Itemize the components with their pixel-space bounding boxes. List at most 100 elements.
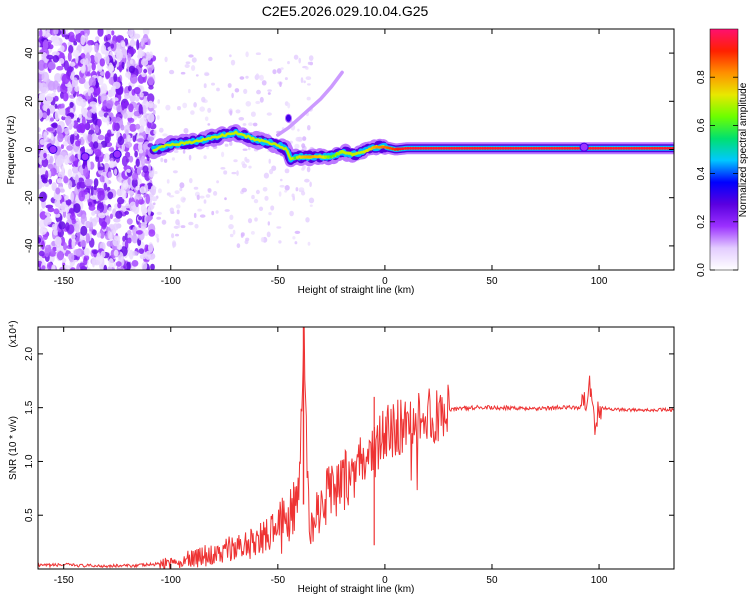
noise-speckle bbox=[106, 33, 112, 41]
spectral-ridge-core bbox=[308, 155, 312, 159]
noise-speckle bbox=[65, 222, 70, 231]
noise-speckle bbox=[93, 178, 99, 188]
noise-speckle bbox=[124, 141, 133, 148]
noise-speckle bbox=[266, 231, 271, 238]
noise-speckle bbox=[298, 187, 305, 193]
noise-speckle bbox=[230, 59, 236, 66]
noise-speckle bbox=[148, 170, 155, 178]
noise-speckle bbox=[80, 240, 87, 247]
spectrogram-x-tick-label: 100 bbox=[591, 276, 608, 287]
noise-speckle bbox=[104, 133, 111, 144]
noise-speckle bbox=[151, 196, 158, 202]
noise-speckle bbox=[148, 242, 154, 253]
noise-speckle bbox=[207, 188, 212, 193]
spectral-ridge-core bbox=[313, 155, 318, 159]
noise-speckle bbox=[174, 190, 180, 195]
noise-speckle bbox=[75, 96, 84, 107]
noise-speckle bbox=[64, 195, 69, 201]
noise-speckle bbox=[154, 171, 158, 175]
noise-speckle bbox=[109, 231, 113, 242]
noise-speckle bbox=[127, 51, 132, 62]
noise-speckle bbox=[136, 166, 141, 176]
noise-speckle bbox=[69, 213, 76, 221]
noise-speckle bbox=[204, 116, 209, 122]
noise-speckle bbox=[180, 225, 186, 229]
noise-speckle bbox=[113, 235, 121, 241]
noise-speckle bbox=[55, 187, 61, 195]
spectral-ridge-core bbox=[388, 146, 392, 150]
snr-panel: -150 -100 -50 0 50 100 0.5 1.0 1.5 2.0 Height of … bbox=[8, 320, 675, 595]
noise-speckle bbox=[157, 188, 162, 194]
noise-speckle bbox=[57, 171, 65, 178]
spectral-ridge-core bbox=[331, 154, 336, 158]
noise-speckle bbox=[90, 186, 94, 197]
noise-speckle bbox=[123, 112, 128, 119]
noise-speckle bbox=[43, 152, 47, 159]
noise-speckle bbox=[267, 221, 270, 226]
noise-speckle bbox=[128, 48, 136, 55]
noise-speckle bbox=[103, 153, 110, 163]
noise-speckle bbox=[153, 186, 157, 190]
noise-speckle bbox=[39, 29, 43, 38]
spectral-ridge-core bbox=[316, 155, 320, 159]
noise-speckle bbox=[233, 159, 238, 163]
noise-speckle bbox=[279, 81, 282, 88]
noise-speckle bbox=[66, 145, 73, 151]
noise-speckle bbox=[91, 249, 99, 255]
noise-speckle bbox=[121, 101, 125, 111]
noise-speckle bbox=[42, 177, 48, 184]
noise-speckle bbox=[229, 233, 234, 238]
snr-x-tick-label: 100 bbox=[591, 575, 608, 586]
noise-speckle bbox=[229, 141, 233, 146]
noise-speckle bbox=[42, 228, 48, 233]
noise-speckle bbox=[44, 244, 52, 253]
noise-speckle bbox=[65, 199, 72, 206]
noise-speckle bbox=[221, 151, 225, 158]
noise-speckle bbox=[172, 170, 178, 174]
noise-speckle bbox=[306, 96, 311, 101]
spectral-blob bbox=[579, 142, 589, 152]
noise-speckle bbox=[87, 160, 91, 171]
noise-speckle bbox=[136, 39, 140, 51]
noise-speckle bbox=[208, 56, 213, 62]
noise-speckle bbox=[215, 210, 219, 214]
noise-speckle bbox=[58, 221, 66, 230]
noise-speckle bbox=[64, 34, 70, 40]
noise-speckle bbox=[266, 112, 272, 116]
noise-speckle bbox=[141, 37, 148, 43]
spectral-ridge-core bbox=[391, 147, 395, 151]
noise-speckle bbox=[87, 134, 93, 143]
noise-speckle bbox=[276, 68, 282, 74]
noise-speckle bbox=[112, 97, 119, 102]
noise-speckle bbox=[99, 175, 105, 183]
noise-speckle bbox=[116, 50, 123, 62]
noise-speckle bbox=[97, 134, 105, 141]
noise-speckle bbox=[60, 103, 65, 109]
noise-speckle bbox=[261, 80, 267, 86]
noise-speckle bbox=[116, 104, 122, 113]
noise-speckle bbox=[135, 230, 143, 235]
noise-speckle bbox=[147, 67, 153, 75]
colorbar: 0.0 0.2 0.4 0.6 0.8 Normalized spectral ampl… bbox=[696, 28, 749, 277]
noise-speckle bbox=[71, 234, 76, 240]
noise-speckle bbox=[148, 229, 156, 237]
noise-speckle bbox=[145, 215, 151, 223]
noise-speckle bbox=[199, 106, 205, 112]
noise-speckle bbox=[140, 203, 147, 214]
noise-speckle bbox=[44, 217, 52, 225]
noise-speckle bbox=[46, 108, 51, 116]
noise-speckle bbox=[109, 160, 115, 169]
spectral-ridge-core bbox=[365, 149, 369, 152]
noise-speckle bbox=[62, 107, 66, 118]
noise-speckle bbox=[278, 191, 282, 197]
noise-speckle bbox=[161, 219, 167, 225]
noise-speckle bbox=[195, 74, 199, 77]
noise-speckle bbox=[84, 45, 93, 52]
noise-speckle bbox=[231, 171, 237, 175]
noise-speckle bbox=[80, 30, 85, 36]
noise-speckle bbox=[112, 54, 116, 62]
spectral-ridge-core bbox=[352, 152, 356, 156]
noise-speckle bbox=[213, 191, 218, 196]
noise-speckle bbox=[89, 87, 94, 94]
noise-speckle bbox=[224, 197, 227, 201]
